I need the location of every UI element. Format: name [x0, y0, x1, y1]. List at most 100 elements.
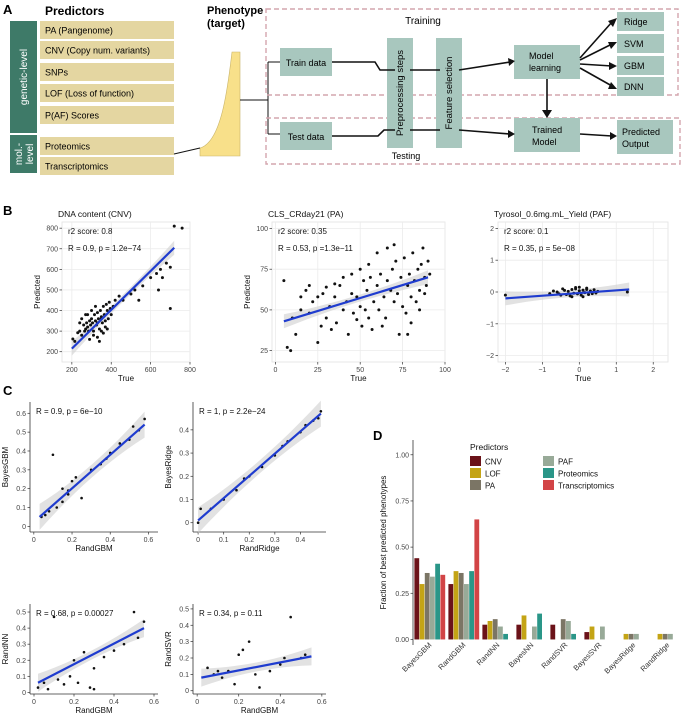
predictor-label: CNV (Copy num. variants) — [45, 46, 150, 56]
bar-paf — [634, 633, 639, 640]
data-point — [551, 289, 555, 293]
data-point — [76, 331, 80, 335]
data-point — [180, 226, 184, 230]
data-point — [358, 267, 362, 271]
data-point — [98, 309, 102, 313]
x-tick-label: 0.2 — [69, 699, 79, 706]
legend-label: Proteomics — [558, 470, 598, 479]
data-point — [43, 513, 47, 517]
data-point — [42, 681, 46, 685]
regression-line — [283, 276, 429, 323]
predictor-box — [40, 84, 174, 102]
data-point — [416, 267, 420, 271]
flow-arrowheads — [508, 18, 617, 140]
data-point — [141, 284, 145, 288]
data-point — [299, 295, 303, 299]
bar-cnv — [448, 584, 454, 640]
data-point — [355, 295, 359, 299]
x-axis-label: RandGBM — [75, 544, 113, 553]
data-point — [581, 295, 585, 299]
y-tick-label: 0 — [490, 290, 494, 297]
data-point — [341, 275, 345, 279]
data-point — [107, 300, 111, 304]
bar-lof — [589, 626, 595, 640]
data-point — [418, 288, 422, 292]
data-point — [76, 681, 80, 685]
y-tick-label: 0.2 — [16, 486, 26, 493]
data-point — [384, 316, 388, 320]
y-tick-label: 0.5 — [179, 606, 189, 613]
arrowhead-gbm — [609, 62, 617, 70]
data-point — [268, 669, 272, 673]
data-point — [311, 300, 315, 304]
flow-test-3 — [458, 129, 511, 135]
data-point — [156, 288, 160, 292]
data-point — [100, 321, 104, 325]
y-tick-label: 0.2 — [179, 656, 189, 663]
model-learning-label-1: Model — [529, 51, 554, 61]
data-point — [319, 409, 323, 413]
data-point — [88, 686, 92, 689]
data-point — [341, 308, 345, 312]
x-tick-label: 600 — [145, 367, 157, 374]
category-label: RandNN — [475, 641, 502, 668]
feature-selection-label: Feature selection — [444, 57, 455, 130]
bar-paf — [600, 626, 605, 640]
y-tick-label: 400 — [46, 308, 58, 315]
predicted-output-label-1: Predicted — [622, 127, 660, 137]
data-point — [105, 327, 109, 331]
y-tick-label: 0.5 — [16, 610, 26, 617]
data-point — [307, 283, 311, 287]
data-point — [385, 246, 389, 250]
data-point — [92, 313, 96, 317]
data-point — [397, 332, 401, 336]
arrowhead-model-learning — [508, 58, 515, 66]
category-label: BayesSVR — [571, 640, 603, 672]
x-tick-label: 1 — [614, 367, 618, 374]
data-point — [129, 292, 133, 296]
predictor-label: P(AF) Scores — [45, 111, 100, 121]
data-point — [289, 349, 293, 353]
y-tick-label: 0.4 — [16, 448, 26, 455]
stat-annotation-1: R = 0.9, p = 6e−10 — [36, 407, 103, 416]
chart-title: Tyrosol_0.6mg.mL_Yield (PAF) — [494, 209, 611, 219]
predictor-box — [40, 106, 174, 124]
y-tick-label: 0.2 — [16, 658, 26, 665]
model-label: DNN — [624, 82, 644, 92]
data-point — [70, 479, 74, 483]
y-tick-label: 0 — [185, 520, 189, 527]
arrowhead-down — [542, 110, 552, 118]
data-point — [78, 329, 82, 333]
data-point — [409, 295, 413, 299]
y-tick-label: 1.00 — [395, 452, 409, 459]
data-point — [137, 298, 141, 302]
x-tick-label: 75 — [399, 367, 407, 374]
mol-level-label-2: level — [25, 144, 36, 165]
x-tick-label: 100 — [439, 367, 451, 374]
y-tick-label: 0.50 — [395, 545, 409, 552]
predicted-output-box — [617, 120, 673, 154]
plot-area — [271, 221, 446, 363]
data-point — [93, 304, 97, 308]
y-axis-label: Predicted — [33, 275, 42, 309]
predictor-label: PA (Pangenome) — [45, 26, 113, 36]
model-box — [617, 12, 664, 31]
bar-lof — [623, 633, 629, 640]
data-point — [350, 292, 354, 296]
data-point — [104, 302, 108, 306]
x-tick-label: 0.4 — [275, 699, 285, 706]
y-tick-label: 75 — [260, 267, 268, 274]
y-axis-label: BayesGBM — [1, 446, 10, 487]
data-point — [625, 290, 629, 294]
data-point — [220, 676, 224, 679]
model-list: Ridge SVM GBM DNN — [617, 12, 664, 96]
genetic-level-label: genetic-level — [19, 49, 30, 105]
legend-label: Transcriptomics — [558, 482, 614, 491]
flow-ridge — [579, 21, 613, 59]
scatter-tyrosol: −2 −1 0 1 2 −2 −1 0 1 2 r2 score: 0.1 R = 0.35, p =… — [486, 209, 669, 383]
data-point — [503, 293, 507, 297]
model-learning-box — [514, 45, 580, 79]
data-point — [321, 292, 325, 296]
stat-annotation-2: R = 0.35, p = 5e−08 — [504, 244, 575, 253]
data-point — [46, 687, 50, 691]
